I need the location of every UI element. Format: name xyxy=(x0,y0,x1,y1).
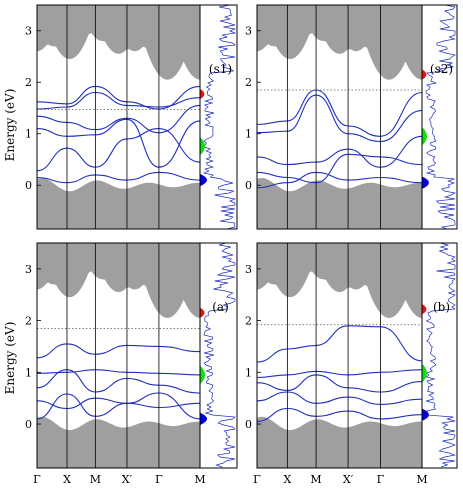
frame-b xyxy=(256,242,458,469)
ytick-label-s1-2: 2 xyxy=(25,76,32,89)
band-area-s2 xyxy=(257,5,422,229)
band-s1-1 xyxy=(37,91,200,110)
band-b-3 xyxy=(257,391,422,405)
panel-b: 0 1 2 3 Γ X M X′ Γ M (b) xyxy=(245,242,458,486)
bulk-valence-s1 xyxy=(37,178,200,229)
band-area-a xyxy=(37,243,200,468)
xtick-label-b-5: M xyxy=(416,473,427,486)
band-s2-2 xyxy=(257,135,422,168)
xtick-label-b-1: X xyxy=(283,473,291,486)
dos-curve-s1 xyxy=(202,4,237,230)
frame-s2 xyxy=(256,4,458,230)
bulk-valence-b xyxy=(257,416,422,468)
dos-fill-a-2 xyxy=(200,307,205,318)
dos-fill-s2-1 xyxy=(422,127,427,146)
bulk-conduction-b xyxy=(257,243,422,318)
dos-fill-s2-0 xyxy=(422,176,429,189)
panel-label-s1: (s1) xyxy=(209,62,232,76)
ylabel-bottom: Energy (eV) xyxy=(3,322,17,395)
band-a-4 xyxy=(37,392,200,420)
band-a-1 xyxy=(37,369,200,376)
band-s1-3 xyxy=(37,118,200,168)
panel-label-s2: (s2) xyxy=(430,62,453,76)
ylabel-top: Energy (eV) xyxy=(3,89,17,162)
frame-s1 xyxy=(36,4,238,230)
ytick-label-b-2: 2 xyxy=(245,315,252,328)
band-s1-5 xyxy=(37,171,200,184)
ytick-label-s2-2: 2 xyxy=(245,76,252,89)
band-b-4 xyxy=(257,407,422,422)
dos-fill-b-0 xyxy=(422,408,429,421)
panel-s1: 0 1 2 3 (s1) xyxy=(25,4,238,230)
panel-label-a: (a) xyxy=(212,300,229,314)
band-b-2 xyxy=(257,374,422,393)
ytick-label-a-2: 2 xyxy=(25,315,32,328)
bulk-conduction-s2 xyxy=(257,5,422,80)
ytick-label-b-1: 1 xyxy=(245,366,252,379)
band-area-s1 xyxy=(37,5,200,229)
xtick-label-a-3: X′ xyxy=(122,473,133,486)
xtick-label-a-2: M xyxy=(90,473,101,486)
band-area-b xyxy=(257,243,422,468)
dos-fill-a-0 xyxy=(200,412,207,426)
ytick-label-b-0: 0 xyxy=(245,418,252,431)
band-s2-4 xyxy=(257,171,422,189)
xtick-label-a-1: X xyxy=(63,473,71,486)
dos-fill-a-1 xyxy=(200,365,205,385)
band-s2-3 xyxy=(257,153,422,184)
dos-fill-b-2 xyxy=(422,304,427,315)
bulk-conduction-s1 xyxy=(37,5,200,80)
ytick-label-a-3: 3 xyxy=(25,263,32,276)
panel-a: 0 1 2 3 Γ X M X′ Γ M (a) xyxy=(25,242,238,486)
band-a-2 xyxy=(37,369,200,394)
xtick-label-b-4: Γ xyxy=(377,473,385,486)
band-s2-0 xyxy=(257,89,422,137)
dos-fill-s2-2 xyxy=(422,69,427,80)
ytick-label-s1-3: 3 xyxy=(25,25,32,38)
dos-fill-b-1 xyxy=(422,363,427,383)
bulk-valence-s2 xyxy=(257,178,422,229)
band-a-3 xyxy=(37,397,200,410)
band-a-0 xyxy=(37,343,200,359)
band-b-1 xyxy=(257,369,422,379)
xtick-label-a-5: M xyxy=(194,473,205,486)
xtick-label-b-0: Γ xyxy=(253,473,261,486)
dos-fill-s1-2 xyxy=(200,88,205,100)
dos-fill-s1-0 xyxy=(200,173,207,187)
band-b-0 xyxy=(257,325,422,363)
dos-panel-a xyxy=(200,242,236,468)
panel-s2: 0 1 2 3 (s2) xyxy=(245,4,458,230)
ytick-label-a-0: 0 xyxy=(25,418,32,431)
ytick-label-s2-0: 0 xyxy=(245,179,252,192)
ytick-label-s1-0: 0 xyxy=(25,179,32,192)
dos-curve-b xyxy=(425,242,457,468)
ytick-label-a-1: 1 xyxy=(25,366,32,379)
xtick-label-a-4: Γ xyxy=(155,473,163,486)
band-s2-1 xyxy=(257,94,422,143)
bulk-valence-a xyxy=(37,416,200,468)
dos-fill-s1-1 xyxy=(200,136,205,156)
dos-curve-s2 xyxy=(425,4,457,230)
xtick-label-a-0: Γ xyxy=(33,473,41,486)
panel-label-b: (b) xyxy=(433,300,450,314)
band-s1-0 xyxy=(37,85,200,110)
frame-a xyxy=(36,242,238,469)
dos-panel-s2 xyxy=(422,4,457,230)
bulk-conduction-a xyxy=(37,243,200,318)
dos-panel-s1 xyxy=(200,4,237,230)
ytick-label-s2-3: 3 xyxy=(245,25,252,38)
dos-panel-b xyxy=(422,242,457,468)
xtick-label-b-3: X′ xyxy=(343,473,354,486)
ytick-label-s1-1: 1 xyxy=(25,128,32,141)
xtick-label-b-2: M xyxy=(310,473,321,486)
band-s1-4 xyxy=(37,128,200,172)
ytick-label-b-3: 3 xyxy=(245,263,252,276)
ytick-label-s2-1: 1 xyxy=(245,128,252,141)
dos-curve-a xyxy=(203,242,236,468)
